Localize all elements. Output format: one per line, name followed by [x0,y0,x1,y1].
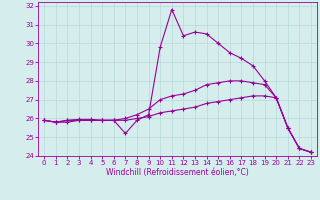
X-axis label: Windchill (Refroidissement éolien,°C): Windchill (Refroidissement éolien,°C) [106,168,249,177]
